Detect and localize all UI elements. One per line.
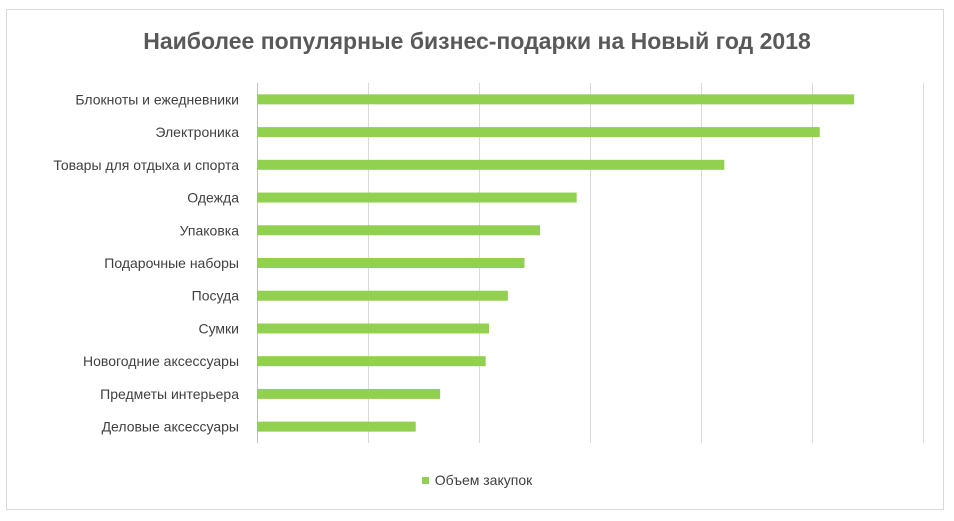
- legend: Объем закупок: [0, 472, 954, 488]
- bar: [257, 94, 855, 105]
- bar: [257, 323, 489, 334]
- bar: [257, 225, 541, 236]
- legend-label: Объем закупок: [434, 472, 533, 488]
- category-label: Новогодние аксессуары: [83, 353, 239, 369]
- category-label: Предметы интерьера: [100, 386, 239, 402]
- category-label: Блокноты и ежедневники: [75, 91, 239, 107]
- bar: [257, 388, 441, 399]
- bar: [257, 258, 525, 268]
- bar: [257, 421, 416, 432]
- category-labels: Блокноты и ежедневники Электроника Товары …: [53, 91, 239, 434]
- chart-title: Наиболее популярные бизнес-подарки на Но…: [143, 28, 811, 54]
- bar: [257, 159, 725, 170]
- category-label: Подарочные наборы: [104, 255, 239, 271]
- bar: [257, 356, 486, 367]
- category-label: Сумки: [198, 320, 239, 336]
- bar: [257, 127, 820, 138]
- category-label: Электроника: [155, 124, 239, 140]
- category-label: Товары для отдыха и спорта: [53, 157, 239, 173]
- legend-swatch: [421, 476, 429, 484]
- bar: [257, 290, 508, 301]
- category-label: Упаковка: [180, 222, 240, 238]
- category-label: Одежда: [187, 190, 239, 206]
- category-label: Посуда: [192, 288, 240, 304]
- bars: [257, 94, 855, 432]
- bar: [257, 192, 577, 203]
- category-label: Деловые аксессуары: [102, 419, 239, 435]
